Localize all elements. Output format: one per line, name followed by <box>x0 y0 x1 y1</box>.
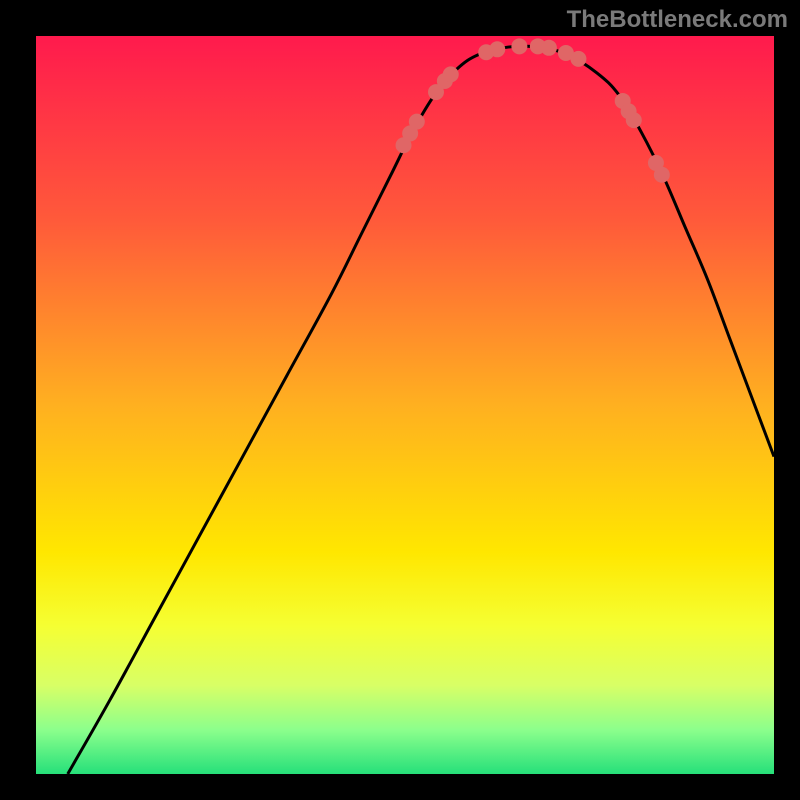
chart-svg-overlay <box>36 36 774 774</box>
data-marker <box>570 51 586 67</box>
data-marker <box>511 38 527 54</box>
data-marker <box>541 40 557 56</box>
bottleneck-curve <box>68 46 774 774</box>
data-marker <box>443 66 459 82</box>
chart-plot-area <box>36 36 774 774</box>
data-marker <box>489 41 505 57</box>
data-marker <box>409 114 425 130</box>
watermark-text: TheBottleneck.com <box>567 6 788 34</box>
data-marker <box>626 112 642 128</box>
marker-group <box>396 38 670 182</box>
data-marker <box>654 167 670 183</box>
